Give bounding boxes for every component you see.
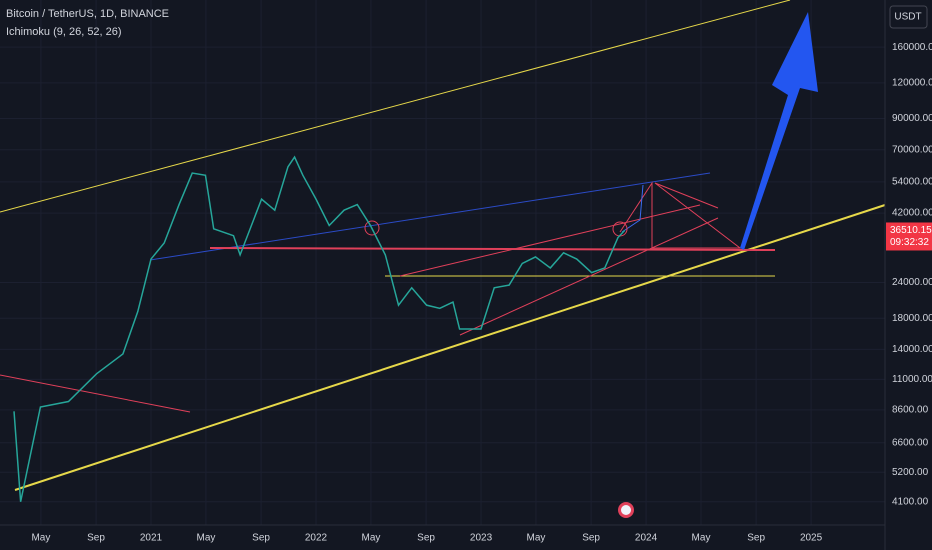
- x-tick-label: May: [527, 533, 546, 544]
- x-tick-label: 2024: [635, 533, 658, 544]
- x-tick-label: 2025: [800, 533, 823, 544]
- trend-line: [399, 204, 701, 277]
- y-tick-label: 5200.00: [892, 467, 929, 478]
- event-icon-inner: [621, 505, 631, 515]
- y-tick-label: 14000.00: [892, 344, 932, 355]
- y-tick-label: 120000.00: [892, 77, 932, 88]
- y-tick-label: 90000.00: [892, 113, 932, 124]
- projection: [621, 184, 644, 233]
- trend-line: [0, 374, 191, 413]
- y-tick-label: 54000.00: [892, 177, 932, 188]
- x-tick-label: Sep: [87, 533, 105, 544]
- channel-bottom: [14, 204, 886, 491]
- currency[interactable]: USDT: [894, 12, 921, 23]
- x-tick-label: May: [692, 533, 711, 544]
- x-tick-label: May: [362, 533, 381, 544]
- price-tag: [886, 222, 932, 251]
- plot: [13, 155, 626, 502]
- y-tick-label: 8600.00: [892, 405, 929, 416]
- price-tag-label: 36510.15: [890, 225, 932, 236]
- x-tick-label: Sep: [747, 533, 765, 544]
- y-tick-label: 4100.00: [892, 496, 929, 507]
- y-tick-label: 24000.00: [892, 277, 932, 288]
- channel-top: [0, 0, 791, 213]
- y-tick-label: 6600.00: [892, 437, 929, 448]
- x-tick-label: 2022: [305, 533, 328, 544]
- x-tick-label: 2021: [140, 533, 163, 544]
- x-tick-label: Sep: [582, 533, 600, 544]
- x-tick-label: Sep: [417, 533, 435, 544]
- y-tick-label: 18000.00: [892, 313, 932, 324]
- y-tick-label: 70000.00: [892, 144, 932, 155]
- y-tick-label: 11000.00: [892, 374, 932, 385]
- x-tick-label: May: [31, 533, 50, 544]
- x-tick-label: 2023: [470, 533, 493, 544]
- countdown: 09:32:32: [890, 237, 929, 248]
- y-axis-panel: [885, 0, 932, 550]
- y-tick-label: 160000.00: [892, 42, 932, 53]
- x-tick-label: Sep: [252, 533, 270, 544]
- indicator-label[interactable]: Ichimoku (9, 26, 52, 26): [6, 26, 122, 38]
- x-tick-label: May: [196, 533, 215, 544]
- trend-line: [459, 217, 719, 336]
- resistance-line: [209, 247, 776, 251]
- y-tick-label: 42000.00: [892, 208, 932, 219]
- currency-button[interactable]: [889, 5, 928, 29]
- big-arrow: [740, 12, 818, 250]
- chart-title: Bitcoin / TetherUS, 1D, BINANCE: [6, 8, 169, 20]
- grid: [0, 0, 885, 525]
- price-line: [13, 155, 626, 502]
- marker-circle: [364, 220, 380, 236]
- projection: [619, 181, 742, 249]
